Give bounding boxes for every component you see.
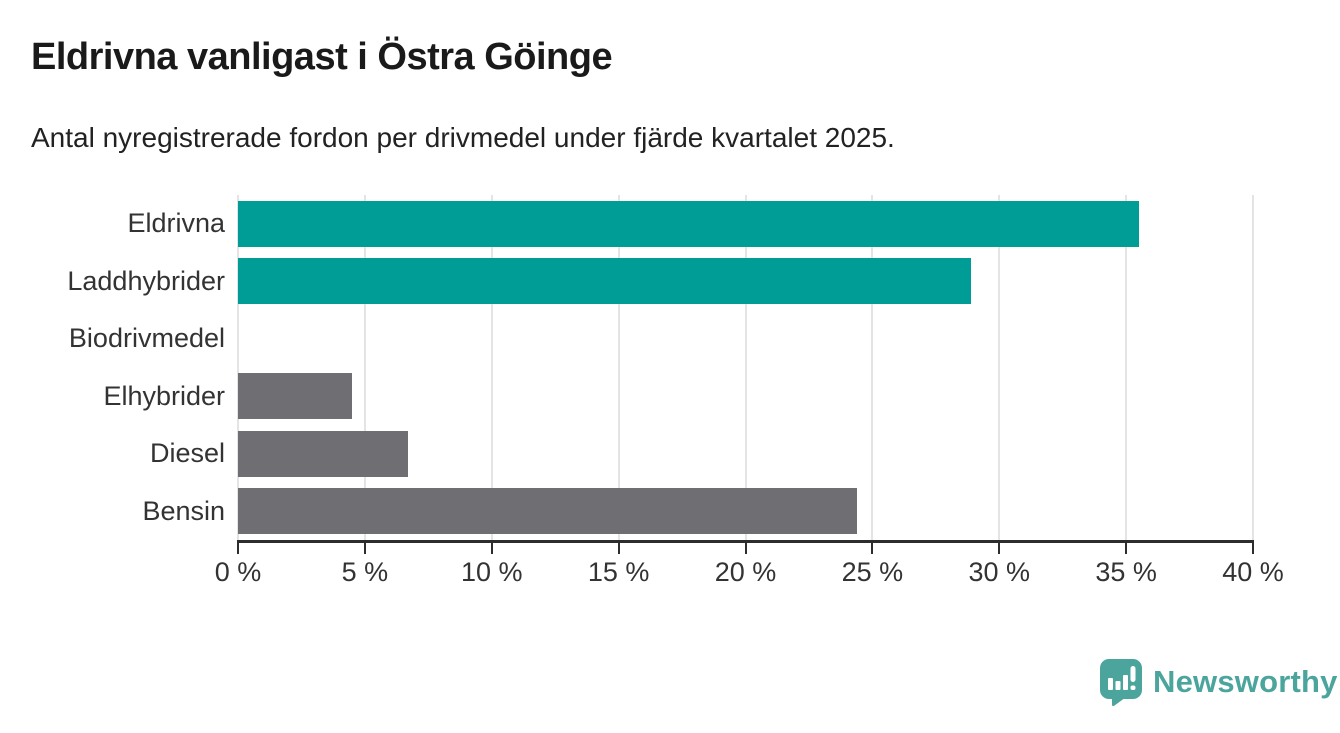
gridline-10 bbox=[490, 195, 493, 540]
x-axis-tick-label-25: 25 % bbox=[841, 557, 904, 587]
x-axis-tick-10 bbox=[490, 540, 493, 554]
y-axis-label-bensin: Bensin bbox=[142, 495, 225, 526]
chart-row-elhybrider: Elhybrider bbox=[103, 368, 1253, 426]
y-axis-label-elhybrider: Elhybrider bbox=[103, 380, 225, 411]
x-axis-tick-5 bbox=[363, 540, 366, 554]
x-axis-tick-label-40: 40 % bbox=[1222, 557, 1284, 587]
x-axis: 0 % 5 % 10 % 15 % 20 % 25 % 30 % 35 % 40 % bbox=[215, 540, 1284, 600]
x-axis-tick-15 bbox=[617, 540, 620, 554]
chart-row-eldrivna: Eldrivna bbox=[127, 195, 1253, 253]
gridline-40 bbox=[1252, 195, 1254, 540]
y-axis-label-diesel: Diesel bbox=[149, 438, 225, 469]
x-axis-tick-30 bbox=[998, 540, 1001, 554]
gridline-35 bbox=[1125, 195, 1128, 540]
newsworthy-wordmark: Newsworthy bbox=[1153, 664, 1338, 699]
gridline-30 bbox=[998, 195, 1001, 540]
x-axis-tick-20 bbox=[744, 540, 747, 554]
x-axis-tick-label-0: 0 % bbox=[214, 557, 262, 587]
newsworthy-logo: Newsworthy bbox=[1099, 658, 1338, 706]
bar-laddhybrider bbox=[238, 258, 972, 304]
chart-subtitle: Antal nyregistrerade fordon per drivmede… bbox=[31, 122, 895, 153]
y-axis-label-eldrivna: Eldrivna bbox=[127, 208, 225, 239]
x-axis-tick-40 bbox=[1252, 540, 1254, 554]
gridline-5 bbox=[363, 195, 366, 540]
chart-row-diesel: Diesel bbox=[150, 425, 1253, 483]
y-axis-label-biodrivmedel: Biodrivmedel bbox=[68, 323, 225, 354]
chart-row-biodrivmedel: Biodrivmedel bbox=[69, 310, 1253, 368]
gridline-25 bbox=[871, 195, 874, 540]
x-axis-tick-25 bbox=[871, 540, 874, 554]
x-axis-tick-label-35: 35 % bbox=[1095, 557, 1157, 587]
x-axis-tick-label-20: 20 % bbox=[714, 557, 777, 587]
y-axis-label-laddhybrider: Laddhybrider bbox=[67, 265, 225, 296]
gridline-15 bbox=[617, 195, 620, 540]
x-axis-tick-label-15: 15 % bbox=[587, 557, 650, 587]
x-axis-tick-0 bbox=[237, 540, 239, 554]
bar-bensin bbox=[238, 488, 858, 534]
bar-elhybrider bbox=[238, 373, 353, 419]
bar-eldrivna bbox=[238, 200, 1139, 247]
bar-chart-plot-area: Eldrivna Laddhybrider Biodrivmedel Elhybrid… bbox=[67, 195, 1254, 541]
chart-title: Eldrivna vanligast i Östra Göinge bbox=[31, 36, 613, 78]
x-axis-tick-label-10: 10 % bbox=[460, 557, 523, 587]
x-axis-tick-label-5: 5 % bbox=[341, 557, 389, 587]
chart-row-bensin: Bensin bbox=[142, 483, 1253, 541]
newsworthy-speech-bubble-chart-icon bbox=[1100, 659, 1142, 706]
chart-row-laddhybrider: Laddhybrider bbox=[67, 253, 1253, 311]
x-axis-tick-label-30: 30 % bbox=[968, 557, 1031, 587]
bar-diesel bbox=[238, 430, 408, 477]
x-axis-tick-35 bbox=[1125, 540, 1128, 554]
gridline-0 bbox=[237, 195, 239, 540]
gridline-20 bbox=[744, 195, 747, 540]
